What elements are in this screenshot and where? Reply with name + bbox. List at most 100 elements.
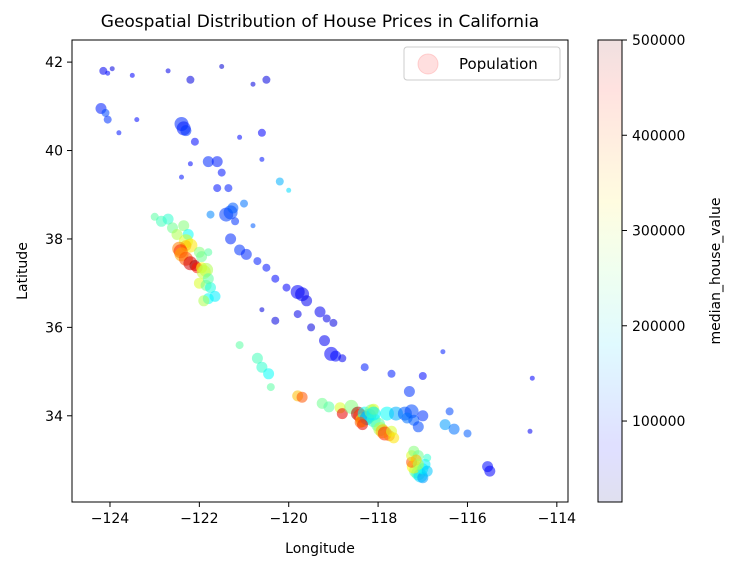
data-point: [206, 210, 215, 219]
data-point: [286, 187, 292, 193]
colorbar-tick-label: 200000: [632, 319, 685, 335]
legend-label-population: Population: [459, 55, 538, 73]
scatter-points: [95, 64, 535, 484]
data-point: [529, 375, 535, 381]
data-point: [259, 307, 265, 313]
data-point: [323, 401, 335, 413]
data-point: [445, 407, 454, 416]
y-tick-label: 36: [45, 320, 63, 336]
data-point: [134, 117, 140, 123]
colorbar-ticks: 100000 200000 300000 400000 500000: [622, 33, 685, 430]
data-point: [484, 465, 496, 477]
colorbar-tick-label: 300000: [632, 224, 685, 240]
x-axis-label: Longitude: [285, 541, 355, 557]
data-point: [275, 177, 284, 186]
data-point: [202, 273, 214, 285]
data-point: [109, 66, 115, 72]
data-point: [162, 213, 174, 225]
data-point: [263, 368, 275, 380]
y-tick-label: 34: [45, 409, 63, 425]
y-tick-label: 38: [45, 232, 63, 248]
data-point: [282, 283, 291, 292]
data-point: [105, 70, 111, 76]
data-point: [259, 156, 265, 162]
data-point: [240, 248, 252, 260]
data-point: [202, 156, 214, 168]
data-point: [388, 432, 400, 444]
data-point: [319, 335, 330, 347]
legend-box: [403, 46, 561, 81]
data-point: [301, 295, 313, 307]
data-point: [322, 314, 331, 323]
data-point: [296, 391, 308, 403]
data-point: [205, 282, 216, 294]
colorbar-tick-label: 400000: [632, 128, 685, 144]
data-point: [211, 156, 223, 168]
data-point: [253, 257, 262, 266]
data-point: [116, 130, 122, 136]
data-point: [198, 295, 210, 307]
colorbar-tick-label: 100000: [632, 414, 685, 430]
data-point: [423, 453, 432, 462]
data-point: [219, 64, 225, 69]
chart-title: Geospatial Distribution of House Prices …: [101, 12, 539, 32]
data-point: [412, 458, 424, 470]
data-point: [237, 134, 243, 140]
data-point: [186, 75, 195, 84]
data-point: [217, 168, 226, 177]
data-point: [266, 383, 275, 392]
data-point: [417, 410, 429, 422]
x-tick-label: −124: [91, 511, 130, 527]
data-point: [179, 174, 184, 180]
data-point: [439, 419, 451, 431]
data-point: [366, 406, 381, 421]
data-point: [360, 363, 369, 372]
colorbar-gradient: [598, 40, 622, 502]
data-point: [463, 429, 472, 438]
x-tick-label: −122: [180, 511, 218, 527]
x-tick-label: −116: [448, 511, 487, 527]
data-point: [178, 220, 190, 232]
data-point: [336, 408, 348, 420]
data-point: [329, 318, 338, 327]
data-point: [225, 233, 237, 245]
legend: Population: [403, 46, 561, 81]
data-point: [256, 361, 268, 373]
data-point: [307, 323, 316, 332]
data-point: [271, 274, 280, 283]
data-point: [190, 137, 199, 146]
data-point: [262, 75, 271, 84]
x-tick-label: −114: [538, 511, 577, 527]
data-point: [251, 352, 263, 364]
data-point: [387, 369, 396, 378]
data-point: [180, 125, 192, 137]
data-point: [227, 202, 239, 214]
data-point: [129, 72, 135, 78]
data-point: [250, 223, 256, 229]
legend-marker: [417, 53, 439, 75]
data-point: [171, 229, 183, 240]
data-point: [338, 354, 347, 363]
colorbar-label: median_house_value: [708, 198, 724, 345]
colorbar-tick-label: 500000: [632, 33, 685, 49]
data-point: [403, 386, 415, 397]
data-point: [257, 128, 266, 137]
data-point: [412, 421, 424, 433]
data-point: [204, 248, 213, 257]
data-point: [448, 423, 460, 435]
plot-area-frame: [71, 39, 569, 503]
data-point: [103, 115, 112, 124]
colorbar-frame: [597, 39, 623, 503]
data-point: [440, 349, 446, 355]
data-point: [262, 263, 271, 272]
data-point: [421, 465, 433, 477]
data-point: [165, 68, 171, 74]
data-point: [224, 184, 233, 193]
data-point: [209, 290, 221, 302]
data-point: [527, 428, 533, 434]
x-tick-label: −120: [269, 511, 307, 527]
y-tick-label: 40: [45, 144, 63, 160]
x-tick-label: −118: [359, 511, 397, 527]
data-point: [213, 184, 222, 193]
